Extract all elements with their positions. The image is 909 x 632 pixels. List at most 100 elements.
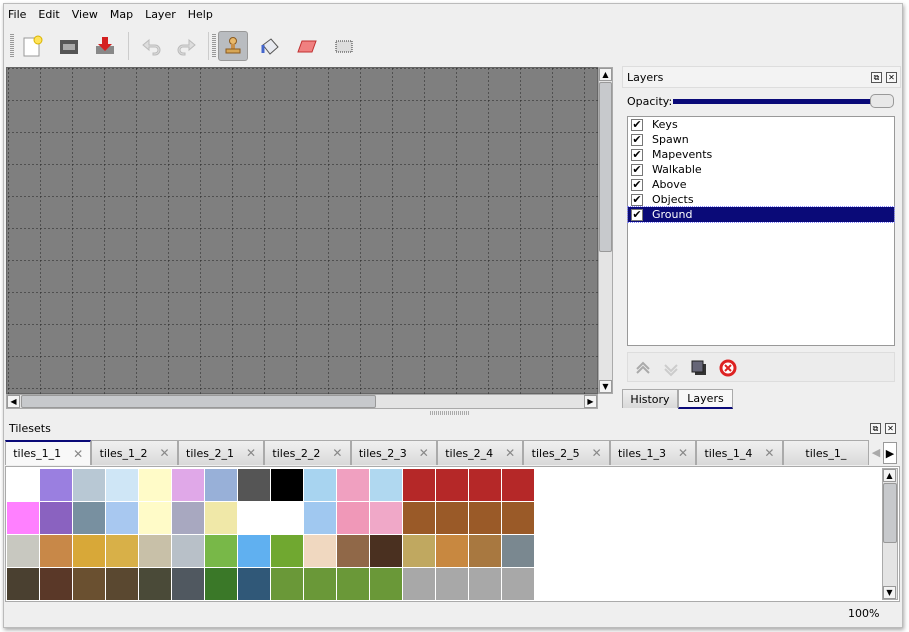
tab-history[interactable]: History bbox=[622, 389, 678, 408]
tile[interactable] bbox=[337, 535, 370, 568]
bucket-fill-button[interactable] bbox=[255, 31, 285, 61]
tile[interactable] bbox=[436, 535, 469, 568]
tile[interactable] bbox=[172, 469, 205, 502]
tile[interactable] bbox=[73, 535, 106, 568]
tile[interactable] bbox=[436, 568, 469, 601]
tile[interactable] bbox=[370, 502, 403, 535]
layer-visibility-checkbox[interactable]: ✔ bbox=[631, 192, 643, 206]
close-tab-icon[interactable]: ✕ bbox=[505, 446, 516, 460]
scroll-thumb[interactable] bbox=[599, 82, 612, 252]
tile[interactable] bbox=[370, 535, 403, 568]
scroll-up-arrow[interactable]: ▲ bbox=[599, 68, 612, 81]
layer-item[interactable]: ✔ Mapevents bbox=[628, 147, 894, 162]
tile[interactable] bbox=[271, 502, 304, 535]
menu-help[interactable]: Help bbox=[187, 8, 213, 21]
tile[interactable] bbox=[271, 469, 304, 502]
tileset-tab[interactable]: tiles_1_ bbox=[782, 440, 869, 465]
tile[interactable] bbox=[403, 502, 436, 535]
tile[interactable] bbox=[73, 502, 106, 535]
tile[interactable] bbox=[205, 535, 238, 568]
tile[interactable] bbox=[502, 469, 535, 502]
tile[interactable] bbox=[7, 568, 40, 601]
layer-item[interactable]: ✔ Above bbox=[628, 177, 894, 192]
tileset-tab[interactable]: tiles_2_4 ✕ bbox=[437, 440, 524, 465]
tile[interactable] bbox=[304, 469, 337, 502]
layer-item[interactable]: ✔ Keys bbox=[628, 117, 894, 132]
tab-scroll-left-icon[interactable]: ◀ bbox=[871, 446, 881, 459]
tile[interactable] bbox=[139, 535, 172, 568]
tile[interactable] bbox=[40, 469, 73, 502]
tileset-tab[interactable]: tiles_2_2 ✕ bbox=[264, 440, 351, 465]
opacity-slider[interactable] bbox=[673, 94, 894, 108]
layer-visibility-checkbox[interactable]: ✔ bbox=[631, 207, 643, 221]
tile[interactable] bbox=[403, 568, 436, 601]
tile[interactable] bbox=[502, 502, 535, 535]
save-button[interactable] bbox=[90, 31, 120, 61]
tile[interactable] bbox=[469, 469, 502, 502]
tile[interactable] bbox=[205, 502, 238, 535]
menu-map[interactable]: Map bbox=[109, 8, 134, 21]
menu-file[interactable]: File bbox=[8, 8, 27, 21]
layer-item[interactable]: ✔ Walkable bbox=[628, 162, 894, 177]
close-tab-icon[interactable]: ✕ bbox=[418, 446, 429, 460]
tileset-tiles[interactable] bbox=[7, 469, 535, 601]
rect-select-button[interactable] bbox=[329, 31, 359, 61]
tile[interactable] bbox=[106, 568, 139, 601]
tile[interactable] bbox=[139, 568, 172, 601]
close-tab-icon[interactable]: ✕ bbox=[764, 446, 775, 460]
tile[interactable] bbox=[304, 568, 337, 601]
redo-button[interactable] bbox=[172, 31, 202, 61]
lower-layer-icon[interactable] bbox=[662, 359, 680, 377]
tile[interactable] bbox=[106, 502, 139, 535]
new-map-button[interactable] bbox=[17, 31, 47, 61]
tileset-tab[interactable]: tiles_1_4 ✕ bbox=[696, 440, 783, 465]
tile[interactable] bbox=[106, 535, 139, 568]
close-tab-icon[interactable]: ✕ bbox=[245, 446, 256, 460]
tile[interactable] bbox=[502, 535, 535, 568]
tab-layers[interactable]: Layers bbox=[678, 389, 733, 409]
tile[interactable] bbox=[205, 568, 238, 601]
duplicate-layer-icon[interactable] bbox=[690, 359, 708, 377]
layer-visibility-checkbox[interactable]: ✔ bbox=[631, 147, 643, 161]
menu-view[interactable]: View bbox=[71, 8, 98, 21]
tileset-tab[interactable]: tiles_1_2 ✕ bbox=[91, 440, 178, 465]
tile[interactable] bbox=[40, 535, 73, 568]
layer-visibility-checkbox[interactable]: ✔ bbox=[631, 117, 643, 131]
tile[interactable] bbox=[469, 535, 502, 568]
tile[interactable] bbox=[238, 502, 271, 535]
float-panel-icon[interactable]: ⧉ bbox=[870, 423, 881, 434]
layer-visibility-checkbox[interactable]: ✔ bbox=[631, 132, 643, 146]
tile[interactable] bbox=[436, 469, 469, 502]
raise-layer-icon[interactable] bbox=[634, 359, 652, 377]
scroll-right-arrow[interactable]: ▶ bbox=[584, 395, 597, 408]
tileset-tab[interactable]: tiles_2_1 ✕ bbox=[177, 440, 265, 465]
tile[interactable] bbox=[7, 535, 40, 568]
map-horizontal-scrollbar[interactable]: ◀ ▶ bbox=[6, 394, 598, 409]
close-tab-icon[interactable]: ✕ bbox=[332, 446, 343, 460]
close-tab-icon[interactable]: ✕ bbox=[73, 446, 84, 461]
scroll-thumb[interactable] bbox=[21, 395, 376, 408]
tileset-vertical-scrollbar[interactable]: ▲ ▼ bbox=[882, 468, 898, 600]
close-tab-icon[interactable]: ✕ bbox=[677, 446, 689, 460]
stamp-brush-button[interactable] bbox=[218, 31, 248, 61]
undo-button[interactable] bbox=[136, 31, 166, 61]
layer-item[interactable]: ✔ Ground bbox=[627, 206, 895, 223]
tile[interactable] bbox=[337, 568, 370, 601]
layer-visibility-checkbox[interactable]: ✔ bbox=[631, 177, 643, 191]
tile[interactable] bbox=[403, 535, 436, 568]
close-panel-icon[interactable]: ✕ bbox=[886, 72, 897, 83]
tile[interactable] bbox=[403, 469, 436, 502]
tile[interactable] bbox=[172, 502, 205, 535]
tile[interactable] bbox=[370, 568, 403, 601]
layer-item[interactable]: ✔ Objects bbox=[628, 192, 894, 207]
tile[interactable] bbox=[40, 502, 73, 535]
menu-layer[interactable]: Layer bbox=[145, 8, 176, 21]
layer-visibility-checkbox[interactable]: ✔ bbox=[631, 162, 643, 176]
tile[interactable] bbox=[502, 568, 535, 601]
scroll-left-arrow[interactable]: ◀ bbox=[7, 395, 20, 408]
tile[interactable] bbox=[304, 535, 337, 568]
toolbar-grip[interactable] bbox=[10, 34, 14, 58]
tile[interactable] bbox=[469, 502, 502, 535]
layer-item[interactable]: ✔ Spawn bbox=[628, 132, 894, 147]
tile[interactable] bbox=[271, 568, 304, 601]
